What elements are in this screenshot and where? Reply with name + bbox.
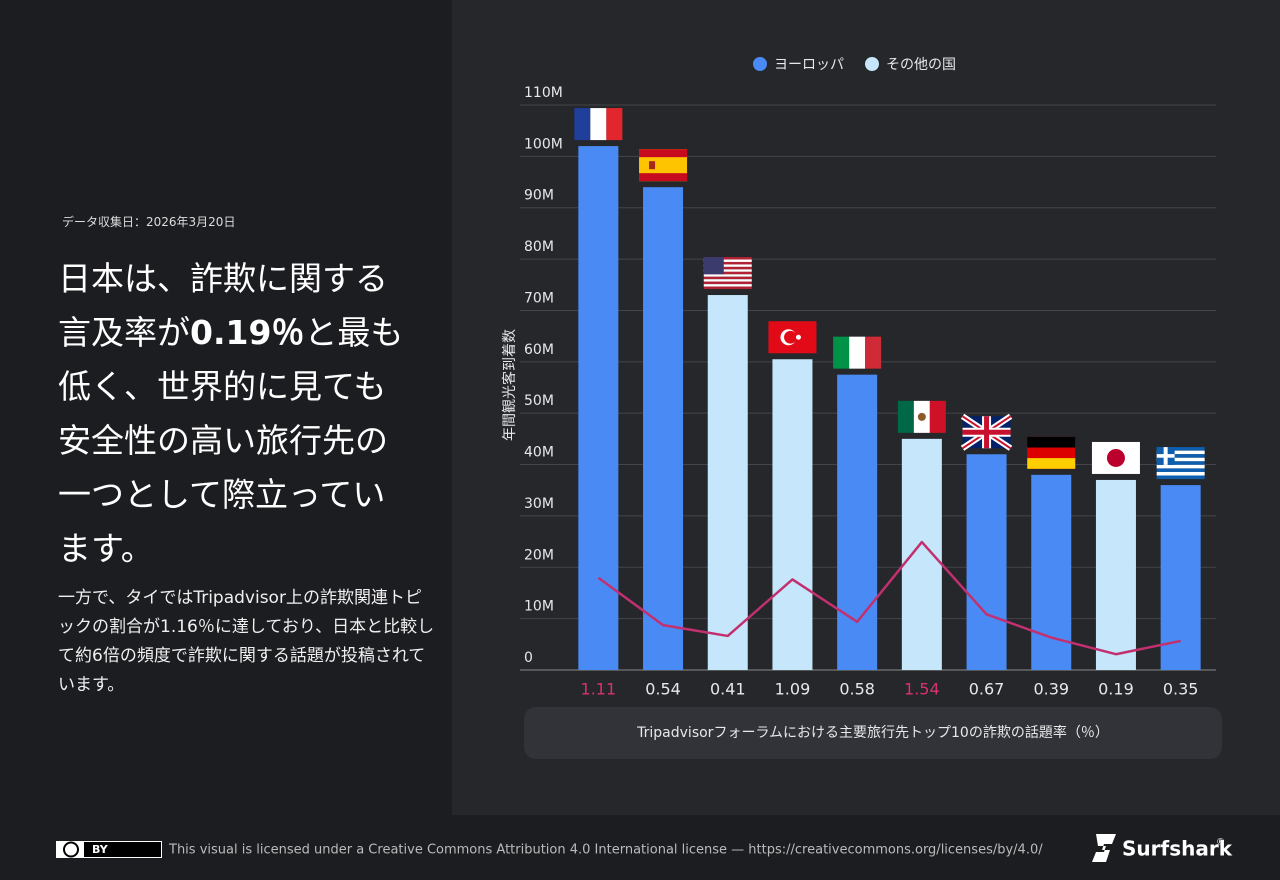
- flag: [574, 108, 623, 141]
- y-tick-label: 110M: [524, 85, 563, 101]
- y-axis-title: 年間観光客到着数: [501, 329, 518, 441]
- headline-emphasis: 0.19％: [190, 313, 305, 352]
- y-tick-label: 50M: [524, 393, 554, 409]
- legend-swatch: [753, 57, 767, 71]
- y-tick-label: 20M: [524, 547, 554, 563]
- bar: [901, 438, 942, 670]
- footer: [0, 815, 1280, 880]
- bar: [1160, 485, 1201, 670]
- bar: [966, 454, 1007, 670]
- rate-label: 0.58: [839, 680, 875, 699]
- rate-label: 0.41: [710, 680, 746, 699]
- brand: Surfshark: [1122, 837, 1233, 861]
- date: データ収集日：2026年3月20日: [62, 215, 236, 229]
- headline-text: 日本は、詐欺に関する言及率が: [58, 259, 388, 352]
- rate-label: 0.54: [645, 680, 681, 699]
- rate-label: 1.54: [904, 680, 940, 699]
- headline: 日本は、詐欺に関する言及率が0.19％と最も低く、世界的に見ても安全性の高い旅行…: [58, 252, 418, 576]
- flag: [768, 321, 817, 354]
- y-tick-label: 70M: [524, 290, 554, 306]
- rate-label: 0.39: [1033, 680, 1069, 699]
- flag: [960, 413, 1013, 451]
- y-tick-label: 60M: [524, 342, 554, 358]
- bar: [772, 359, 813, 670]
- y-tick-label: 30M: [524, 496, 554, 512]
- y-tick-label: 10M: [524, 599, 554, 615]
- rate-label: 0.67: [969, 680, 1005, 699]
- bar: [837, 374, 878, 670]
- rate-label: 0.19: [1098, 680, 1134, 699]
- rate-label: 0.35: [1163, 680, 1199, 699]
- rate-line: [597, 540, 1181, 656]
- bar: [707, 295, 748, 670]
- x-axis-title: Tripadvisorフォーラムにおける主要旅行先トップ10の詐欺の話題率（％）: [636, 724, 1109, 741]
- cc-icon: [63, 841, 79, 858]
- bar: [643, 187, 684, 670]
- flag: [1027, 436, 1076, 469]
- legend-swatch: [865, 57, 879, 71]
- headline-text: と最も低く、世界的に見ても安全性の高い旅行先の一つとして際立っています。: [58, 313, 404, 568]
- left-panel: データ収集日：2026年3月20日 日本は、詐欺に関する言及率が0.19％と最も…: [0, 0, 452, 815]
- rate-label: 1.11: [581, 680, 617, 699]
- rate-label: 1.09: [775, 680, 811, 699]
- y-tick-label: 80M: [524, 239, 554, 255]
- flag: [897, 400, 946, 433]
- cc-badge-inner: [84, 842, 161, 857]
- y-tick-label: 0: [524, 650, 533, 666]
- flag: [639, 149, 688, 182]
- legend-label: その他の国: [886, 57, 956, 73]
- flag: [833, 336, 882, 369]
- cc-badge-text: BY: [92, 843, 109, 856]
- brand-mark: ®: [1216, 838, 1225, 848]
- brand-logo: [1092, 834, 1116, 862]
- body-text: 一方で、タイではTripadvisor上の詐欺関連トピックの割合が1.16％に達…: [58, 588, 435, 695]
- license-text: This visual is licensed under a Creative…: [168, 843, 1043, 858]
- caption-box: [524, 707, 1222, 759]
- legend-label: ヨーロッパ: [774, 57, 844, 73]
- bar: [578, 146, 619, 670]
- flag: [703, 257, 752, 290]
- y-tick-label: 100M: [524, 136, 563, 152]
- y-tick-label: 40M: [524, 445, 554, 461]
- flag: [1156, 447, 1205, 480]
- flag: [1091, 441, 1140, 474]
- bar: [1095, 479, 1136, 670]
- y-tick-label: 90M: [524, 188, 554, 204]
